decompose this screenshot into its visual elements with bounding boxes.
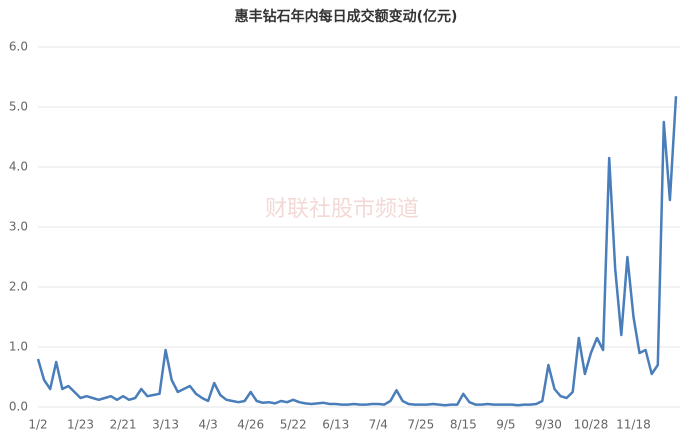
x-tick-label: 5/22 bbox=[280, 418, 307, 432]
x-tick-label: 9/5 bbox=[496, 418, 515, 432]
x-tick-label: 7/25 bbox=[407, 418, 434, 432]
x-tick-label: 10/28 bbox=[574, 418, 609, 432]
y-tick-label: 0.0 bbox=[9, 400, 28, 414]
x-tick-label: 3/13 bbox=[152, 418, 179, 432]
line-series bbox=[36, 96, 678, 407]
x-tick-label: 1/23 bbox=[67, 418, 94, 432]
x-tick-label: 8/15 bbox=[450, 418, 477, 432]
y-tick-label: 4.0 bbox=[9, 160, 28, 174]
x-tick-label: 2/21 bbox=[110, 418, 137, 432]
x-tick-label: 4/3 bbox=[198, 418, 217, 432]
y-tick-label: 2.0 bbox=[9, 280, 28, 294]
y-tick-label: 3.0 bbox=[9, 220, 28, 234]
x-tick-label: 4/26 bbox=[237, 418, 264, 432]
watermark: 财联社股市频道 bbox=[265, 197, 419, 222]
x-tick-label: 9/30 bbox=[535, 418, 562, 432]
y-tick-label: 1.0 bbox=[9, 340, 28, 354]
x-tick-label: 7/4 bbox=[369, 418, 388, 432]
y-tick-label: 5.0 bbox=[9, 100, 28, 114]
x-tick-label: 11/18 bbox=[616, 418, 651, 432]
y-tick-label: 6.0 bbox=[9, 40, 28, 54]
x-tick-label: 6/13 bbox=[322, 418, 349, 432]
x-tick-label: 1/2 bbox=[28, 418, 47, 432]
chart-title: 惠丰钻石年内每日成交额变动(亿元) bbox=[235, 8, 458, 25]
